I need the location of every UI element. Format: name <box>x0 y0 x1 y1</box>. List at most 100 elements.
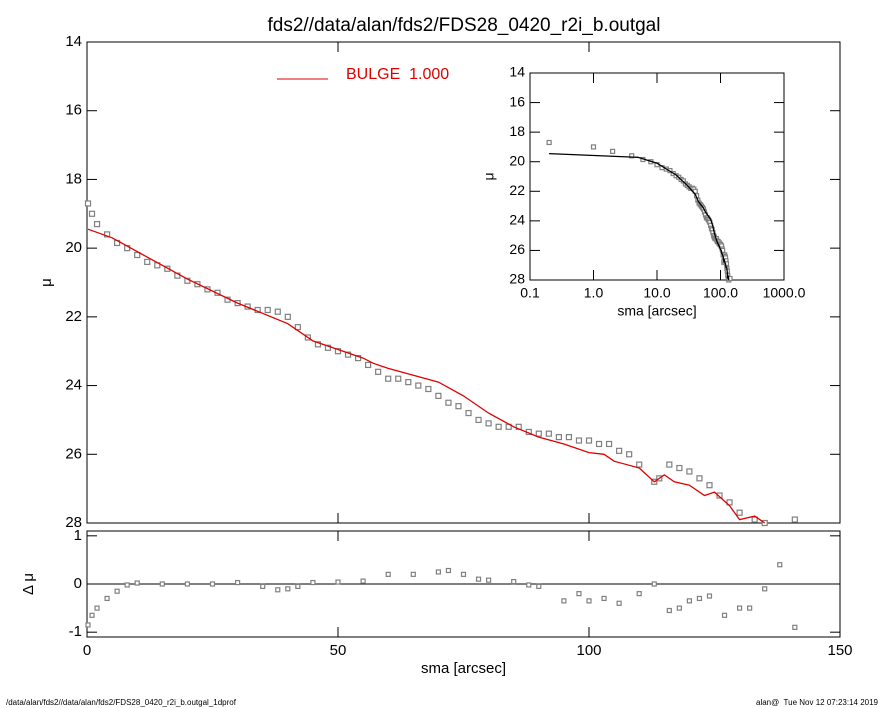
data-point <box>747 605 753 611</box>
data-point <box>590 144 597 150</box>
data-point <box>465 409 472 417</box>
data-point <box>405 379 412 386</box>
data-point <box>310 579 316 586</box>
model-line <box>549 152 730 281</box>
data-point <box>716 492 723 499</box>
y-tick-label: 0 <box>74 575 82 592</box>
data-point <box>486 577 492 583</box>
data-point <box>511 578 517 585</box>
data-point <box>124 582 130 588</box>
data-point <box>616 600 622 606</box>
data-point <box>410 571 416 577</box>
data-point <box>85 622 91 628</box>
data-point <box>89 612 95 618</box>
data-point <box>526 582 532 588</box>
data-point <box>610 148 616 154</box>
data-point <box>546 139 552 146</box>
data-point <box>636 461 643 468</box>
data-point <box>561 598 567 604</box>
data-point <box>395 375 402 382</box>
data-point <box>385 375 392 382</box>
y-tick-label: 20 <box>509 152 525 168</box>
y-tick-label: 14 <box>509 64 525 80</box>
data-point <box>335 579 341 585</box>
footer-right: alan@ Tue Nov 12 07:23:14 2019 <box>756 698 879 707</box>
data-point <box>545 430 552 437</box>
data-point <box>495 423 502 430</box>
data-point <box>209 581 216 587</box>
data-point <box>94 605 100 611</box>
y-tick-label: 18 <box>509 123 525 139</box>
data-point <box>721 612 728 618</box>
data-point <box>360 578 366 584</box>
data-point <box>425 385 432 393</box>
data-point <box>736 605 743 611</box>
y-axis-label: μ <box>481 172 497 180</box>
y-tick-label: 26 <box>65 445 82 462</box>
data-point <box>144 258 151 265</box>
data-point <box>536 583 542 590</box>
data-point <box>696 475 703 482</box>
data-point <box>134 580 140 586</box>
data-point <box>485 420 492 427</box>
y-tick-label: 18 <box>65 170 82 187</box>
data-point <box>460 571 467 577</box>
data-point <box>84 200 92 207</box>
data-point <box>294 324 301 331</box>
plot-frame <box>529 72 785 281</box>
legend-label: BULGE 1.000 <box>346 66 449 83</box>
data-point <box>585 437 593 444</box>
data-point <box>666 607 672 614</box>
y-tick-label: 28 <box>65 514 82 531</box>
y-tick-label: 16 <box>509 93 525 109</box>
data-point <box>475 576 482 582</box>
data-point <box>696 595 703 602</box>
data-point <box>445 567 452 574</box>
x-tick-label: 150 <box>827 642 852 659</box>
data-point <box>435 569 441 575</box>
data-point <box>324 344 332 351</box>
x-tick-label: 100 <box>576 642 601 659</box>
y-tick-label: -1 <box>69 623 82 640</box>
data-point <box>275 587 281 593</box>
data-point <box>334 348 342 355</box>
data-point <box>651 581 657 587</box>
data-point <box>104 595 110 602</box>
data-point <box>285 586 291 592</box>
data-point <box>314 341 322 348</box>
data-point <box>686 468 693 475</box>
data-point <box>565 434 573 441</box>
data-point <box>344 351 352 358</box>
y-tick-label: 1 <box>74 527 82 544</box>
data-point <box>706 482 713 489</box>
x-tick-label: 1.0 <box>584 285 604 301</box>
data-point <box>435 392 442 399</box>
data-point <box>751 516 758 523</box>
footer-left: /data/alan/fds2//data/alan/fds2/FDS28_04… <box>6 698 237 707</box>
data-point <box>184 581 190 587</box>
chart-title: fds2//data/alan/fds2/FDS28_0420_r2i_b.ou… <box>268 15 661 36</box>
data-point <box>475 416 482 424</box>
x-tick-label: 10.0 <box>643 285 670 301</box>
data-point <box>726 499 733 506</box>
data-point <box>415 382 422 389</box>
y-tick-label: 22 <box>65 308 82 325</box>
data-point <box>385 571 391 577</box>
data-point <box>792 624 798 630</box>
y-tick-label: 26 <box>509 241 525 257</box>
data-point <box>605 440 613 448</box>
data-point <box>535 430 542 437</box>
x-tick-label: 1000.0 <box>763 285 806 301</box>
x-tick-label: 0 <box>83 642 91 659</box>
data-point <box>629 153 635 159</box>
data-point <box>586 598 592 604</box>
data-point <box>235 579 241 586</box>
data-point <box>93 220 101 228</box>
x-axis-label: sma [arcsec] <box>421 660 506 677</box>
y-axis-label: Δ μ <box>20 573 37 595</box>
data-point <box>274 308 281 315</box>
data-point <box>114 588 120 594</box>
data-point <box>676 464 683 472</box>
data-point <box>159 581 165 587</box>
data-point <box>762 586 768 592</box>
